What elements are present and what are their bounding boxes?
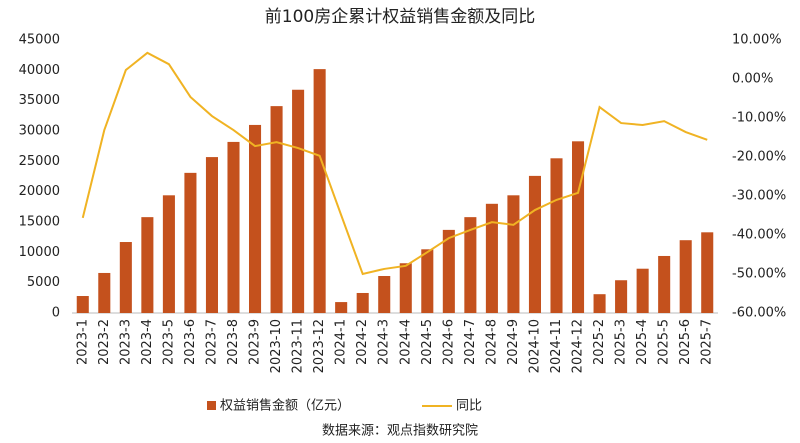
x-tick-label: 2024-8 <box>484 319 499 365</box>
y2-tick-label: 10.00% <box>732 33 782 48</box>
bar <box>162 195 175 313</box>
bar <box>141 217 154 313</box>
x-tick-label: 2024-5 <box>420 319 435 365</box>
bar <box>249 124 262 313</box>
x-tick-label: 2025-5 <box>657 319 672 365</box>
legend-swatch <box>207 401 216 410</box>
bar <box>701 232 714 313</box>
source-note: 数据来源：观点指数研究院 <box>322 424 478 439</box>
x-tick-label: 2024-12 <box>571 319 586 373</box>
x-tick-label: 2023-7 <box>204 319 219 365</box>
bar <box>227 141 240 313</box>
y2-tick-label: 0.00% <box>732 72 773 87</box>
bar <box>550 158 563 313</box>
chart-title: 前100房企累计权益销售金额及同比 <box>265 7 535 27</box>
legend-label: 同比 <box>456 399 482 414</box>
x-tick-label: 2023-12 <box>312 319 327 373</box>
bar <box>76 296 89 313</box>
bar <box>399 263 412 313</box>
x-tick-label: 2025-6 <box>678 319 693 365</box>
y-tick-label: 35000 <box>19 93 60 108</box>
legend-label: 权益销售金额（亿元） <box>220 398 350 414</box>
bar <box>528 175 541 313</box>
y2-tick-label: -30.00% <box>732 189 786 204</box>
x-tick-label: 2023-5 <box>161 319 176 365</box>
x-tick-label: 2023-9 <box>248 319 263 365</box>
y-tick-label: 15000 <box>19 215 60 230</box>
bar <box>636 268 649 313</box>
x-tick-label: 2024-1 <box>334 319 349 365</box>
bar <box>184 172 197 313</box>
bar <box>615 280 628 313</box>
x-tick-label: 2023-8 <box>226 319 241 365</box>
bar <box>593 294 606 313</box>
bar <box>679 240 692 313</box>
y-tick-label: 5000 <box>27 275 60 290</box>
x-tick-label: 2024-9 <box>506 319 521 365</box>
line <box>81 51 708 276</box>
y2-tick-label: -50.00% <box>732 267 786 282</box>
bar <box>270 106 283 313</box>
x-tick-label: 2024-3 <box>377 319 392 365</box>
bar <box>98 272 111 313</box>
x-tick-label: 2024-4 <box>398 319 413 365</box>
x-tick-label: 2025-7 <box>700 319 715 365</box>
bar <box>485 203 498 313</box>
x-tick-label: 2024-11 <box>549 319 564 373</box>
x-tick-label: 2023-4 <box>140 319 155 365</box>
bar <box>205 157 218 313</box>
y2-tick-label: -10.00% <box>732 111 786 126</box>
x-tick-label: 2025-3 <box>614 319 629 365</box>
y-tick-label: 10000 <box>19 245 60 260</box>
x-tick-label: 2025-2 <box>592 319 607 365</box>
bar <box>378 275 391 313</box>
y2-tick-label: -60.00% <box>732 306 786 321</box>
bar <box>507 195 520 313</box>
y-tick-label: 0 <box>52 306 60 321</box>
y-tick-label: 45000 <box>19 33 60 48</box>
bar <box>658 255 671 313</box>
y-tick-label: 30000 <box>19 124 60 139</box>
x-tick-label: 2023-1 <box>75 319 90 365</box>
x-tick-label: 2024-10 <box>527 319 542 373</box>
x-tick-label: 2023-3 <box>118 319 133 365</box>
x-tick-label: 2024-2 <box>355 319 370 365</box>
x-tick-label: 2023-11 <box>291 319 306 373</box>
bar <box>292 89 305 313</box>
y-tick-label: 25000 <box>19 154 60 169</box>
y-tick-label: 40000 <box>19 63 60 78</box>
x-tick-label: 2023-6 <box>183 319 198 365</box>
y2-tick-label: -20.00% <box>732 150 786 165</box>
bar <box>119 242 132 313</box>
bar <box>313 69 326 314</box>
bar <box>572 141 585 313</box>
x-tick-label: 2023-2 <box>97 319 112 365</box>
x-tick-label: 2024-7 <box>463 319 478 365</box>
bar <box>421 249 434 313</box>
x-tick-label: 2023-10 <box>269 319 284 373</box>
bar <box>356 292 369 313</box>
bar <box>442 229 455 313</box>
y-tick-label: 20000 <box>19 184 60 199</box>
x-tick-label: 2025-4 <box>635 319 650 365</box>
y2-tick-label: -40.00% <box>732 228 786 243</box>
bar <box>335 302 348 313</box>
x-tick-label: 2024-6 <box>441 319 456 365</box>
bar <box>464 217 477 313</box>
